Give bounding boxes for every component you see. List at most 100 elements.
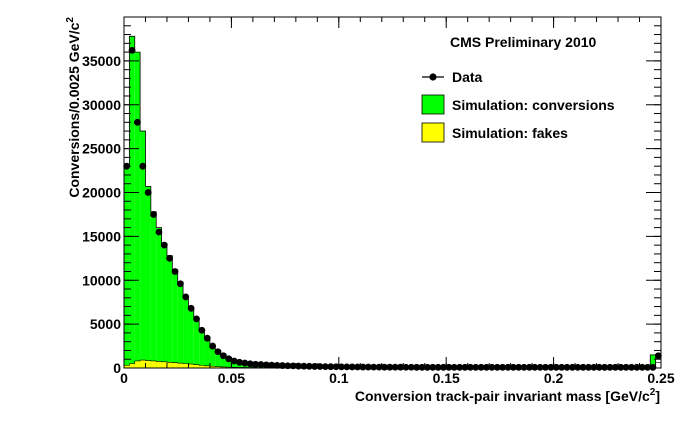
data-point: [160, 241, 168, 249]
data-point: [209, 342, 217, 350]
bar-fakes: [209, 366, 216, 368]
bar-conversions: [199, 330, 205, 368]
data-point: [257, 361, 265, 368]
data-point: [504, 363, 512, 371]
y-tick-label: 20000: [82, 185, 121, 201]
data-point: [440, 363, 447, 371]
data-point: [526, 363, 533, 371]
y-tick-label: 15000: [82, 228, 121, 244]
data-point: [203, 334, 211, 342]
data-point: [381, 363, 388, 371]
data-point: [338, 363, 345, 371]
data-point: [488, 363, 496, 371]
data-point: [187, 304, 195, 312]
data-point: [214, 348, 222, 356]
data-point: [155, 228, 163, 236]
data-point: [279, 362, 286, 369]
bar-fakes: [161, 361, 167, 368]
data-point: [628, 363, 635, 371]
y-tick-label: 5000: [90, 316, 121, 332]
legend-item-fakes: Simulation: fakes: [421, 122, 568, 143]
data-point: [601, 363, 609, 371]
data-point: [176, 280, 184, 288]
data-point: [230, 357, 238, 365]
data-point: [563, 363, 571, 371]
x-axis-label: Conversion track-pair invariant mass [Ge…: [355, 387, 660, 404]
legend-label-data: Data: [452, 69, 483, 85]
data-point: [520, 363, 528, 371]
bar-conversions: [215, 350, 221, 368]
data-point: [182, 293, 190, 301]
data-point: [219, 352, 227, 360]
data-point: [536, 363, 544, 371]
data-point: [579, 363, 587, 371]
bar-fakes: [134, 360, 141, 368]
bar-fakes: [193, 364, 200, 368]
data-point: [241, 359, 249, 367]
bar-fakes: [215, 366, 221, 368]
bar-conversions: [172, 269, 178, 368]
chart-title: CMS Preliminary 2010: [450, 34, 597, 50]
y-tick-label: 10000: [82, 272, 121, 288]
legend-swatch-fakes: [421, 122, 445, 143]
data-point: [617, 363, 625, 371]
data-point: [649, 363, 657, 371]
bar-conversions: [140, 131, 146, 368]
bar-fakes: [204, 365, 210, 368]
histogram-fill-layer: [123, 35, 661, 369]
bar-conversions: [145, 186, 151, 368]
data-point: [552, 363, 560, 371]
bar-conversions: [161, 243, 167, 368]
bar-fakes: [172, 362, 178, 368]
data-point: [354, 363, 361, 371]
data-point: [139, 162, 147, 170]
data-point: [466, 363, 474, 371]
data-point: [472, 363, 480, 371]
data-point: [515, 363, 523, 371]
data-point: [450, 363, 458, 371]
bar-fakes: [183, 363, 189, 368]
data-point: [144, 189, 152, 196]
y-tick-label: 0: [113, 360, 121, 376]
legend-item-data: Data: [422, 69, 483, 85]
legend: Data Simulation: conversions Simulation:…: [421, 69, 615, 143]
data-point: [407, 363, 415, 371]
bar-conversions: [156, 227, 162, 368]
bar-conversions: [129, 36, 135, 369]
data-point: [193, 315, 200, 323]
data-point: [509, 363, 517, 371]
data-point: [542, 363, 549, 371]
x-tick-label: 0: [120, 370, 128, 386]
legend-item-conversions: Simulation: conversions: [421, 94, 615, 115]
data-point: [150, 211, 157, 218]
bar-fakes: [140, 360, 146, 368]
legend-label-conversions: Simulation: conversions: [452, 97, 615, 113]
bar-conversions: [150, 211, 157, 368]
data-points-layer: [123, 46, 662, 371]
data-point: [134, 118, 141, 126]
y-tick-label: 30000: [82, 97, 121, 113]
data-point: [262, 361, 270, 369]
data-point: [531, 363, 539, 371]
x-tick-label: 0.25: [647, 370, 674, 386]
bar-fakes: [220, 366, 227, 368]
bar-fakes: [129, 363, 135, 368]
data-point: [246, 360, 254, 368]
data-point: [574, 363, 582, 371]
data-point: [284, 362, 292, 370]
data-point: [424, 363, 431, 371]
x-tick-label: 0.2: [544, 370, 564, 386]
bar-fakes: [188, 364, 194, 368]
data-point: [370, 363, 378, 371]
data-point: [483, 363, 490, 371]
data-point: [198, 326, 206, 334]
data-point: [493, 363, 501, 371]
axes-layer: 0 0.05 0.1 0.15 0.2 0.25 0 5000 10000 15000 20000 2…: [82, 16, 675, 386]
data-point: [585, 363, 592, 371]
bar-conversions: [650, 354, 656, 368]
data-point: [397, 363, 404, 371]
bar-conversions: [177, 282, 184, 368]
bar-conversions: [124, 166, 130, 368]
